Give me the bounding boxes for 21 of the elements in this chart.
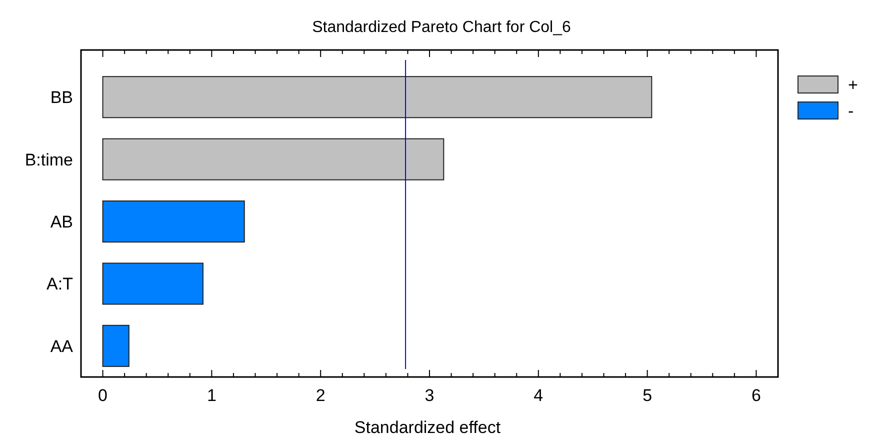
x-tick-label: 3	[424, 386, 434, 405]
y-tick-label: BB	[50, 88, 73, 108]
bar	[102, 262, 204, 305]
bar	[102, 76, 652, 118]
x-axis-title: Standardized effect	[354, 418, 501, 437]
chart-title: Standardized Pareto Chart for Col_6	[312, 19, 572, 36]
y-tick-label: AA	[50, 336, 74, 356]
x-tick-label: 5	[642, 386, 652, 405]
bar	[102, 138, 444, 180]
bar	[102, 200, 245, 243]
legend-label: +	[848, 75, 858, 94]
y-tick-label: AB	[50, 212, 73, 232]
x-tick-label: 1	[206, 386, 216, 405]
y-tick-label: B:time	[24, 150, 73, 170]
x-tick-label: 6	[751, 386, 761, 405]
x-tick-label: 0	[98, 386, 108, 405]
legend-label: -	[848, 101, 854, 120]
y-tick-label: A:T	[46, 274, 73, 294]
x-tick-label: 4	[534, 386, 544, 405]
bar	[102, 324, 130, 367]
x-tick-label: 2	[316, 386, 326, 405]
